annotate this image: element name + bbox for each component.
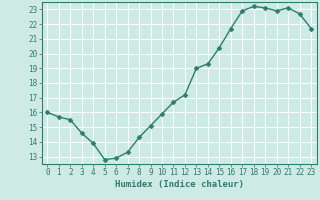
- X-axis label: Humidex (Indice chaleur): Humidex (Indice chaleur): [115, 180, 244, 189]
